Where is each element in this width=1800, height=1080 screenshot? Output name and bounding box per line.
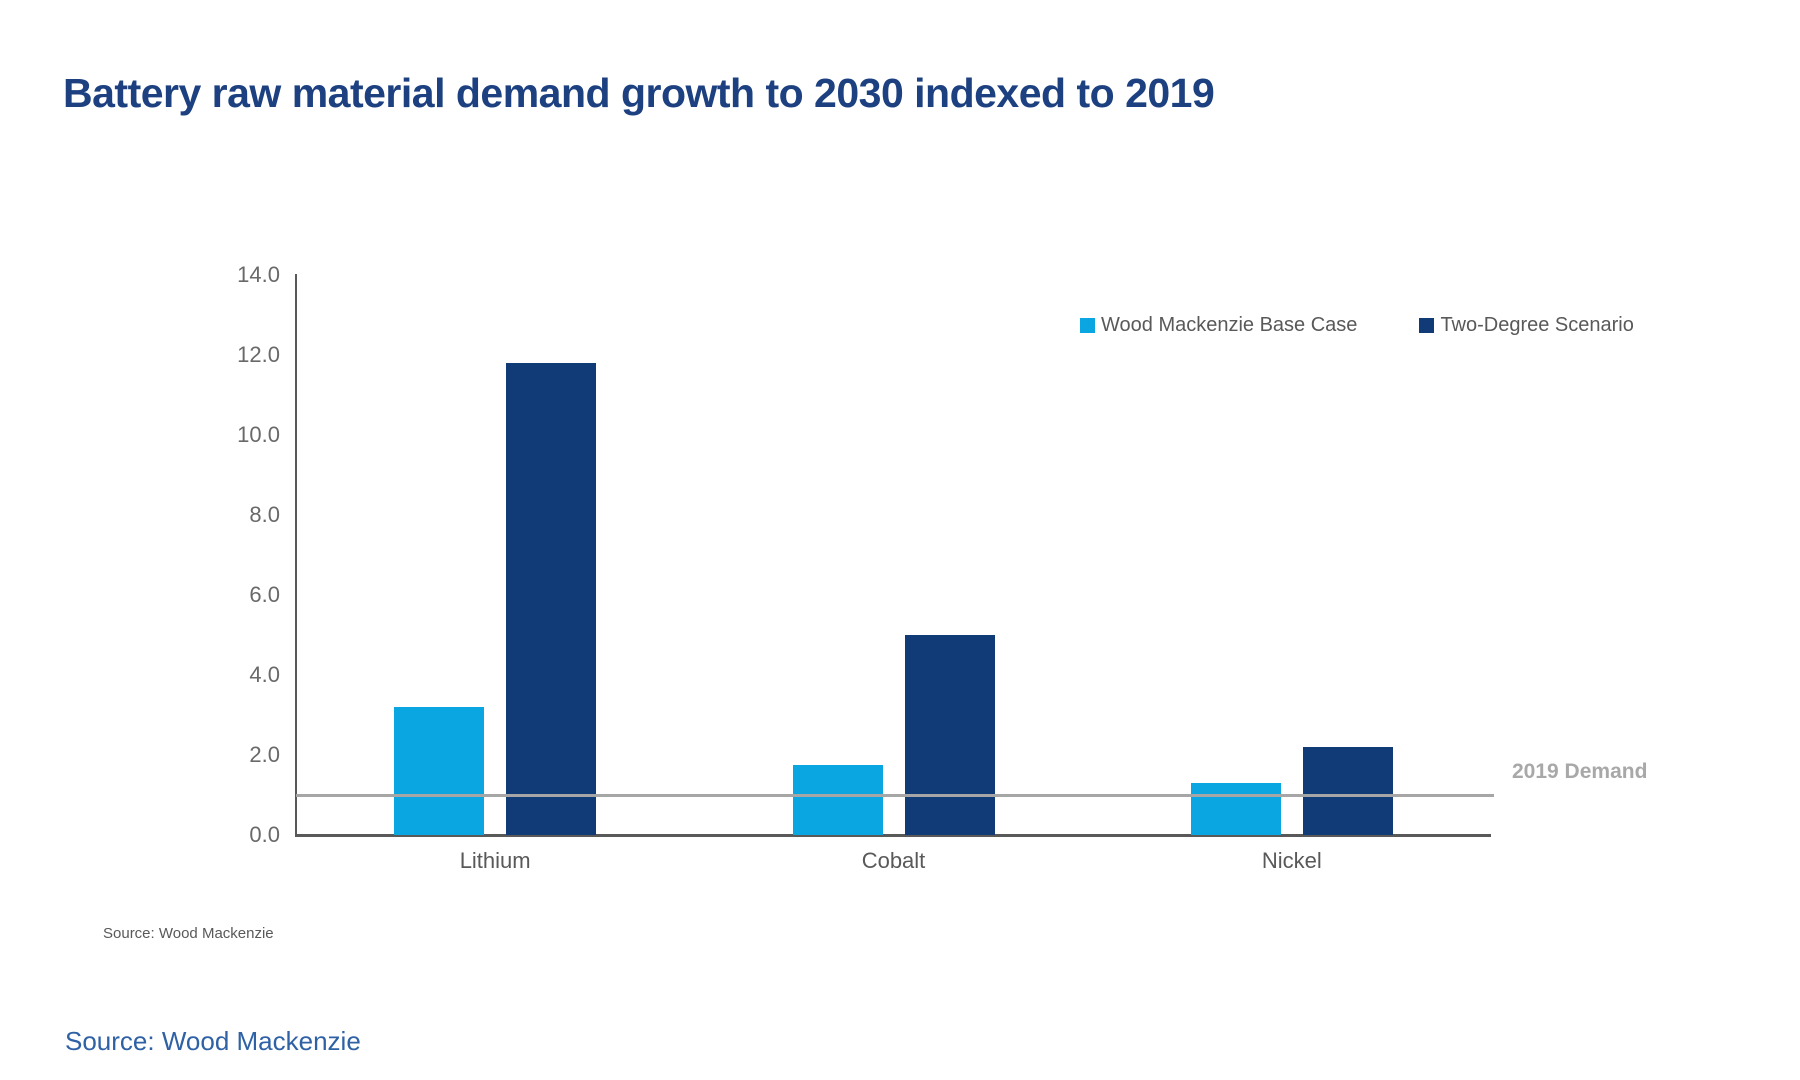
y-tick-label: 10.0 [237,422,280,447]
category-label-lithium: Lithium [459,848,531,873]
reference-line-label: 2019 Demand [1512,760,1648,783]
bar-lithium-two-degree [506,363,597,835]
legend-item-two-degree: Two-Degree Scenario [1419,314,1634,337]
y-tick-label: 0.0 [249,822,280,847]
category-label-nickel: Nickel [1261,848,1322,873]
bar-cobalt-two-degree [904,635,995,835]
x-axis-baseline [295,834,1491,837]
bar-nickel-base-case [1190,783,1281,835]
y-tick-label: 12.0 [237,342,280,367]
legend-swatch-icon [1080,318,1095,333]
legend-swatch-icon [1419,318,1435,333]
y-tick-label: 6.0 [249,582,280,607]
page-title: Battery raw material demand growth to 20… [63,70,1215,116]
bar-lithium-base-case [394,707,485,835]
reference-line-2019-demand [296,793,1494,797]
bar-cobalt-base-case [792,765,883,835]
y-tick-label: 8.0 [249,502,280,527]
footer-source-text: Source: Wood Mackenzie [65,1026,361,1056]
bar-nickel-two-degree [1302,747,1393,835]
y-axis-line [295,274,297,836]
chart-source-note: Source: Wood Mackenzie [103,925,274,942]
legend-item-base-case: Wood Mackenzie Base Case [1080,314,1357,337]
category-label-cobalt: Cobalt [861,848,926,873]
chart-legend: Wood Mackenzie Base Case Two-Degree Scena… [1080,314,1634,337]
legend-label: Wood Mackenzie Base Case [1101,314,1358,336]
legend-label: Two-Degree Scenario [1440,314,1634,336]
y-tick-label: 14.0 [237,262,280,287]
y-tick-label: 2.0 [249,742,280,767]
y-tick-label: 4.0 [249,662,280,687]
